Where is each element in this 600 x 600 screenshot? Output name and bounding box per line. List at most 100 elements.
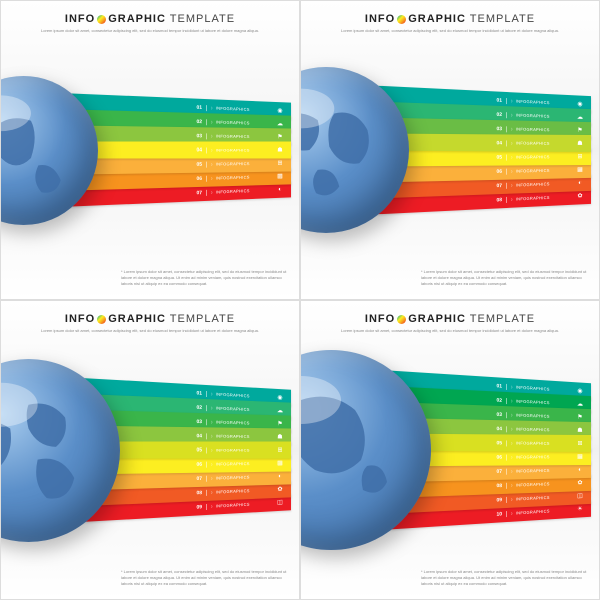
band-number: 01 [196,390,207,397]
band-number: 06 [196,175,207,181]
panel-subtitle: Lorem ipsum dolor sit amet, consectetur … [301,328,599,334]
band-label: 》 INFOGRAPHICS [511,426,571,432]
panel-title: INFOGRAPHIC TEMPLATE [1,13,299,25]
band-icon: ☀ [575,505,585,513]
band-icon: ◉ [275,107,285,114]
band-label: 》 INFOGRAPHICS [511,384,571,393]
globe-icon [300,67,409,233]
panel-header: INFOGRAPHIC TEMPLATE Lorem ipsum dolor si… [1,13,299,34]
band-label: 》 INFOGRAPHICS [211,119,271,126]
band-icon: ◐ [275,473,285,479]
panel-header: INFOGRAPHIC TEMPLATELorem ipsum dolor si… [301,13,599,34]
infographic-panel: INFOGRAPHIC TEMPLATE Lorem ipsum dolor si… [0,300,300,600]
viz-area: 01》 INFOGRAPHICS◉02》 INFOGRAPHICS☁03》 IN… [1,361,299,539]
band-icon: ◐ [575,180,585,186]
band-label: 》 INFOGRAPHICS [511,140,571,145]
panel-title: INFOGRAPHIC TEMPLATE [1,313,299,325]
band-icon: ⚑ [575,414,585,421]
panel-title: INFOGRAPHIC TEMPLATE [301,313,599,325]
infographic-panel: INFOGRAPHIC TEMPLATE Lorem ipsum dolor si… [0,0,300,300]
band-icon: ◉ [575,387,585,395]
band-label: 》 INFOGRAPHICS [211,461,271,467]
band-label: 》 INFOGRAPHICS [511,181,571,188]
band-number: 09 [496,496,507,503]
band-number: 08 [196,489,207,495]
band-number: 02 [196,118,207,124]
band-label: 》 INFOGRAPHICS [211,174,271,181]
band-icon: ⊞ [275,447,285,454]
band-icon: ✿ [575,479,585,486]
band-number: 05 [196,161,207,167]
band-label: 》 INFOGRAPHICS [211,161,271,167]
band-icon: ⚑ [575,127,585,134]
band-label: 》 INFOGRAPHICS [511,126,571,132]
band-icon: ☗ [575,140,585,147]
band-number: 01 [196,104,207,110]
infographic-panel: INFOGRAPHIC TEMPLATELorem ipsum dolor si… [300,0,600,300]
band-number: 07 [496,468,507,474]
band-number: 02 [196,404,207,410]
globe-icon [300,350,431,550]
band-number: 03 [196,418,207,424]
infographic-panel: INFOGRAPHIC TEMPLATE Lorem ipsum dolor si… [300,300,600,600]
band-label: 》 INFOGRAPHICS [511,194,571,202]
band-label: 》 INFOGRAPHICS [511,507,571,516]
band-number: 05 [496,440,507,446]
band-number: 06 [196,461,207,467]
band-number: 04 [496,426,507,432]
band-number: 02 [496,397,507,404]
band-icon: ☁ [275,120,285,127]
band-label: 》 INFOGRAPHICS [511,167,571,173]
band-number: 03 [196,133,207,139]
band-number: 09 [196,503,207,510]
band-icon: ◫ [275,499,285,507]
band-icon: ⚑ [275,420,285,427]
panel-subtitle: Lorem ipsum dolor sit amet, consectetur … [1,28,299,34]
band-icon: ⊞ [275,160,285,167]
band-label: 》 INFOGRAPHICS [211,187,271,195]
band-number: 04 [196,147,207,153]
band-label: 》 INFOGRAPHICS [211,419,271,426]
panel-footer: * Lorem ipsum dolor sit amet, consectetu… [121,569,287,587]
band-number: 02 [496,111,507,117]
viz-area: 01》 INFOGRAPHICS◉02》 INFOGRAPHICS☁03》 IN… [301,61,599,239]
band-label: 》 INFOGRAPHICS [511,154,571,159]
band-icon: ▦ [275,460,285,467]
panel-header: INFOGRAPHIC TEMPLATE Lorem ipsum dolor si… [301,313,599,334]
band-label: 》 INFOGRAPHICS [511,98,571,106]
band-label: 》 INFOGRAPHICS [211,448,271,453]
panel-subtitle: Lorem ipsum dolor sit amet, consectetur … [1,328,299,334]
band-label: 》 INFOGRAPHICS [211,133,271,139]
band-icon: ☗ [275,433,285,440]
band-label: 》 INFOGRAPHICS [211,148,271,153]
band-number: 01 [496,383,507,390]
viz-area: 01 》 INFOGRAPHICS ◉ 02 》 INFOGRAPHICS ☁ 03 》 IN… [1,61,299,239]
band-label: 》 INFOGRAPHICS [511,454,571,459]
band-icon: ◉ [575,100,585,107]
globe-icon [0,76,98,225]
band-icon: ▦ [575,166,585,173]
band-icon: ⊞ [575,153,585,160]
band-number: 04 [496,140,507,146]
band-number: 05 [496,154,507,160]
band-label: 》 INFOGRAPHICS [511,412,571,419]
band-icon: ☗ [275,147,285,154]
band-label: 》 INFOGRAPHICS [511,398,571,406]
band-label: 》 INFOGRAPHICS [511,467,571,473]
band-icon: ▦ [275,173,285,180]
band-label: 》 INFOGRAPHICS [511,481,571,488]
band-label: 》 INFOGRAPHICS [511,440,571,445]
band-label: 》 INFOGRAPHICS [511,112,571,119]
panel-header: INFOGRAPHIC TEMPLATE Lorem ipsum dolor si… [1,313,299,334]
band-number: 08 [496,482,507,488]
band-icon: ◐ [575,467,585,473]
band-icon: ◉ [275,394,285,402]
band-label: 》 INFOGRAPHICS [211,433,271,439]
band-icon: ◫ [575,492,585,499]
band-label: 》 INFOGRAPHICS [211,405,271,413]
band-number: 03 [496,126,507,132]
band-icon: ▦ [575,453,585,460]
band-number: 07 [496,182,507,188]
band-icon: ⊞ [575,440,585,447]
band-number: 08 [496,196,507,203]
